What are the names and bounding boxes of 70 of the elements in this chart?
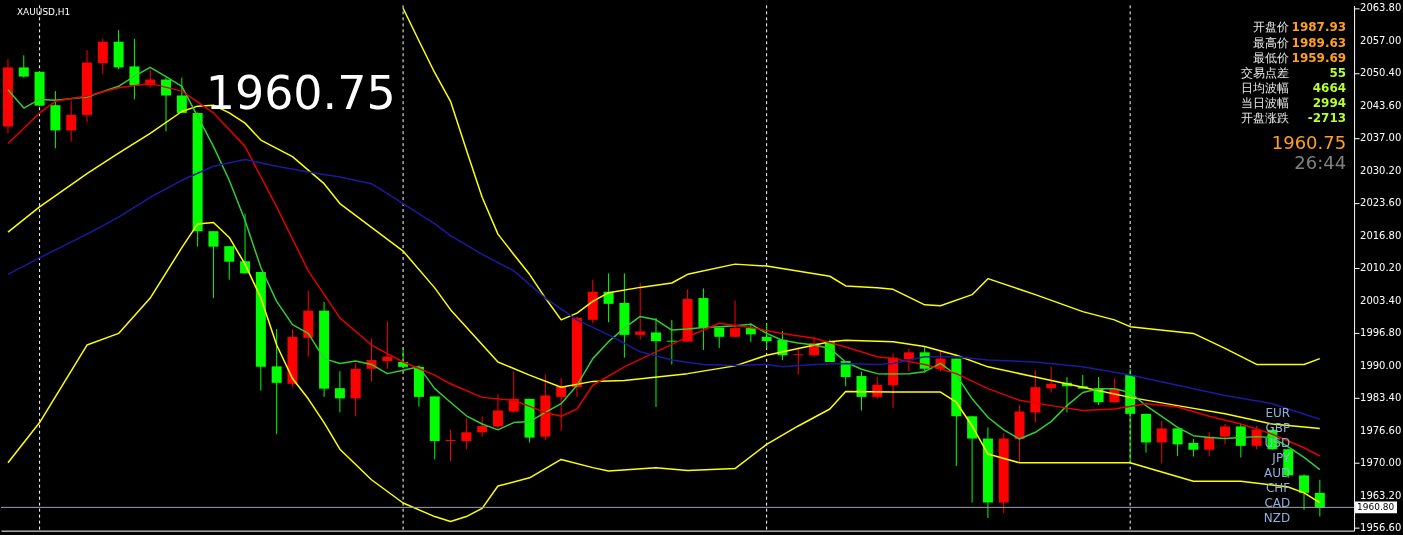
- candlestick: [1299, 473, 1310, 511]
- y-tick-label: 1963.20: [1360, 489, 1402, 501]
- y-tick-label: 2010.20: [1360, 262, 1402, 273]
- annotation: CAD: [1264, 495, 1291, 510]
- candlestick: [967, 415, 978, 504]
- candlestick: [556, 377, 567, 432]
- annotation: 当日波幅: [1241, 96, 1290, 111]
- candlestick: [1172, 427, 1183, 457]
- candlestick: [271, 328, 282, 435]
- candlestick: [730, 299, 741, 338]
- annotation: 开盘涨跌: [1241, 111, 1290, 126]
- ref-line-label: 1960.80: [1357, 502, 1395, 513]
- candlestick: [18, 54, 29, 79]
- y-tick-label: 1983.40: [1360, 391, 1402, 403]
- annotation: -2713: [1307, 111, 1347, 126]
- annotation: 日均波幅: [1241, 81, 1290, 96]
- candlestick: [651, 317, 661, 408]
- candlestick: [856, 371, 867, 411]
- candlestick: [1156, 420, 1167, 464]
- candlestick: [161, 77, 172, 132]
- candlestick: [129, 38, 140, 100]
- candlestick: [666, 319, 677, 365]
- y-tick-label: 2003.40: [1360, 294, 1402, 306]
- annotation: 开盘价: [1253, 20, 1290, 35]
- candlestick: [477, 415, 488, 438]
- candlestick: [903, 347, 914, 373]
- candlestick: [1046, 366, 1057, 394]
- annotation: NZD: [1263, 510, 1291, 525]
- y-tick-label: 2050.40: [1360, 67, 1402, 79]
- y-tick-label: 2030.20: [1360, 165, 1402, 177]
- text: 55: [1329, 65, 1347, 80]
- candlestick: [635, 282, 646, 341]
- annotation: 1960.75: [205, 66, 396, 121]
- candlestick: [793, 346, 804, 376]
- candlestick: [761, 322, 772, 349]
- y-tick-label: 2023.60: [1360, 197, 1402, 209]
- candlestick: [208, 230, 219, 299]
- annotation: 1959.69: [1291, 50, 1347, 65]
- chart-title: XAUUSD,H1: [16, 7, 71, 18]
- candlestick: [66, 100, 77, 143]
- candlestick: [1220, 423, 1230, 445]
- candlestick: [445, 429, 456, 462]
- y-tick-label: 1996.80: [1360, 326, 1402, 338]
- annotation: 1989.63: [1291, 35, 1347, 50]
- y-tick-label: 1970.00: [1360, 456, 1402, 468]
- candlestick: [461, 417, 472, 450]
- annotation: 1987.93: [1291, 20, 1347, 35]
- annotation: 4664: [1312, 81, 1347, 96]
- candlestick: [1204, 431, 1215, 457]
- annotation: 26:44: [1294, 152, 1347, 174]
- candlestick: [1235, 423, 1246, 458]
- y-tick-label: 1990.00: [1360, 359, 1402, 371]
- y-tick-label: 2037.00: [1360, 132, 1402, 144]
- y-tick-label: 2063.80: [1360, 2, 1402, 14]
- annotation: EUR: [1265, 405, 1291, 420]
- candlestick: [97, 38, 108, 75]
- annotation: 2994: [1312, 96, 1347, 111]
- candlestick: [224, 245, 235, 281]
- annotation: 最低价: [1253, 50, 1290, 65]
- candlestick: [382, 320, 393, 370]
- y-tick-label: 2043.60: [1360, 100, 1402, 112]
- annotation: 最高价: [1253, 35, 1290, 50]
- y-tick-label: 2057.00: [1360, 35, 1402, 47]
- y-tick-label: 1956.60: [1360, 521, 1402, 533]
- annotation: 交易点差: [1241, 65, 1290, 80]
- candlestick: [492, 393, 503, 431]
- annotation: 1960.75: [1271, 132, 1347, 154]
- candlestick: [334, 370, 345, 413]
- y-tick-label: 1976.60: [1360, 424, 1402, 436]
- y-tick-label: 2016.80: [1360, 230, 1402, 242]
